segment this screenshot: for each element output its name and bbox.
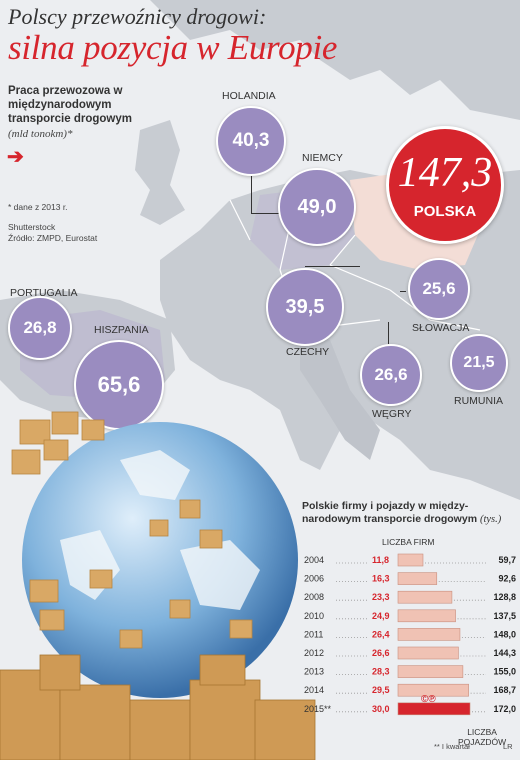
column-vehicles-header-line1: LICZBA — [467, 727, 497, 737]
year-label: 2014 — [304, 685, 324, 695]
vehicles-bar — [397, 572, 438, 585]
firms-value: 28,3 — [372, 667, 390, 677]
vehicles-bar — [397, 665, 464, 678]
country-label-rumunia: RUMUNIA — [454, 395, 503, 407]
vehicles-bar — [397, 628, 461, 641]
country-label-slowacja: SŁOWACJA — [412, 322, 470, 334]
firms-value: 30,0 — [372, 704, 390, 714]
table-title-line2: narodowym transporcie drogowym — [302, 513, 478, 525]
footnote-data-year: * dane z 2013 r. — [8, 202, 68, 212]
arrow-right-icon: ➔ — [7, 146, 24, 168]
value-czechy: 39,5 — [285, 295, 325, 318]
vehicles-value: 144,3 — [493, 648, 516, 658]
bubble-holandia: 40,3 — [216, 106, 286, 176]
bubble-polska: 147,3 POLSKA — [386, 126, 504, 244]
year-label: 2006 — [304, 574, 324, 584]
leader-wegry — [388, 322, 389, 344]
value-portugalia: 26,8 — [23, 318, 57, 337]
vehicles-bar — [397, 683, 469, 697]
vehicles-value: 92,6 — [498, 574, 516, 584]
leader-holandia-h — [251, 213, 281, 214]
value-slowacja: 25,6 — [422, 279, 456, 298]
vehicles-value: 172,0 — [493, 704, 516, 714]
firms-value: 26,4 — [372, 629, 390, 639]
table-title-line1: Polskie firmy i pojazdy w między- — [302, 500, 469, 512]
column-vehicles-header-line2: POJAZDÓW — [458, 737, 507, 747]
vehicles-firms-chart: 2004 11,8 59,7 2006 16,3 92,6 2008 23,3 128,8 201… — [304, 553, 516, 716]
year-label: 2008 — [304, 592, 324, 602]
value-hiszpania: 65,6 — [97, 372, 141, 397]
bubble-czechy: 39,5 — [266, 268, 344, 346]
vehicles-value: 148,0 — [493, 629, 516, 639]
firms-value: 11,8 — [372, 555, 389, 565]
value-wegry: 26,6 — [374, 365, 408, 384]
leader-czechy — [305, 266, 360, 267]
value-holandia: 40,3 — [232, 130, 270, 151]
year-label: 2004 — [304, 555, 324, 565]
vehicles-bar — [397, 702, 471, 716]
vehicles-bar — [397, 590, 453, 604]
bubble-wegry: 26,6 — [360, 344, 422, 406]
vehicles-bar — [397, 609, 456, 623]
firms-value: 26,6 — [372, 648, 390, 658]
globe-illustration — [0, 411, 316, 760]
source-credit: Shutterstock Źródło: ZMPD, Eurostat — [8, 222, 97, 244]
vehicles-value: 155,0 — [493, 667, 516, 677]
country-label-portugalia: PORTUGALIA — [10, 287, 78, 299]
firms-value: 24,9 — [372, 611, 390, 621]
map-unit: (mld tonokm)* — [8, 128, 73, 140]
column-vehicles-header: LICZBA POJAZDÓW — [458, 727, 506, 747]
corner-mark: LR — [503, 742, 513, 751]
value-polska: 147,3 — [397, 150, 493, 196]
firms-value: 29,5 — [372, 685, 390, 695]
title-line1: Polscy przewoźnicy drogowi: — [8, 4, 267, 29]
table-unit: (tys.) — [479, 514, 502, 525]
year-label: 2012 — [304, 648, 324, 658]
table-footnote: ** I kwartał — [434, 742, 470, 751]
bubble-portugalia: 26,8 — [8, 296, 72, 360]
photo-credit: Shutterstock — [8, 222, 56, 232]
vehicles-value: 59,7 — [498, 555, 516, 565]
vehicles-value: 128,8 — [493, 592, 516, 602]
year-label: 2010 — [304, 611, 324, 621]
vehicles-bar — [397, 646, 459, 660]
vehicles-bar — [397, 553, 424, 567]
data-source: Źródło: ZMPD, Eurostat — [8, 233, 98, 243]
bubble-rumunia: 21,5 — [450, 334, 508, 392]
country-label-hiszpania: HISZPANIA — [94, 324, 149, 336]
firms-value: 16,3 — [372, 574, 390, 584]
leader-slowacja — [400, 291, 406, 292]
year-label: 2011 — [304, 629, 323, 639]
bubble-slowacja: 25,6 — [408, 258, 470, 320]
firms-value: 23,3 — [372, 592, 390, 602]
vehicles-value: 168,7 — [493, 685, 516, 695]
title-line2: silna pozycja w Europie — [8, 28, 338, 67]
table-title: Polskie firmy i pojazdy w między- narodo… — [302, 500, 514, 526]
map-subtitle: Praca przewozowa w międzynarodowym trans… — [8, 85, 132, 125]
year-label: 2015** — [304, 704, 332, 714]
country-label-holandia: HOLANDIA — [222, 90, 276, 102]
country-label-polska: POLSKA — [413, 203, 477, 220]
country-label-niemcy: NIEMCY — [302, 152, 343, 164]
brand-logo: ©℗ — [421, 694, 436, 705]
value-rumunia: 21,5 — [463, 354, 495, 371]
leader-holandia — [251, 176, 252, 214]
bubble-niemcy: 49,0 — [278, 168, 356, 246]
country-label-wegry: WĘGRY — [372, 408, 412, 420]
year-label: 2013 — [304, 667, 324, 677]
value-niemcy: 49,0 — [297, 195, 337, 218]
column-firms-header: LICZBA FIRM — [382, 537, 435, 547]
vehicles-value: 137,5 — [493, 611, 516, 621]
country-label-czechy: CZECHY — [286, 346, 330, 358]
